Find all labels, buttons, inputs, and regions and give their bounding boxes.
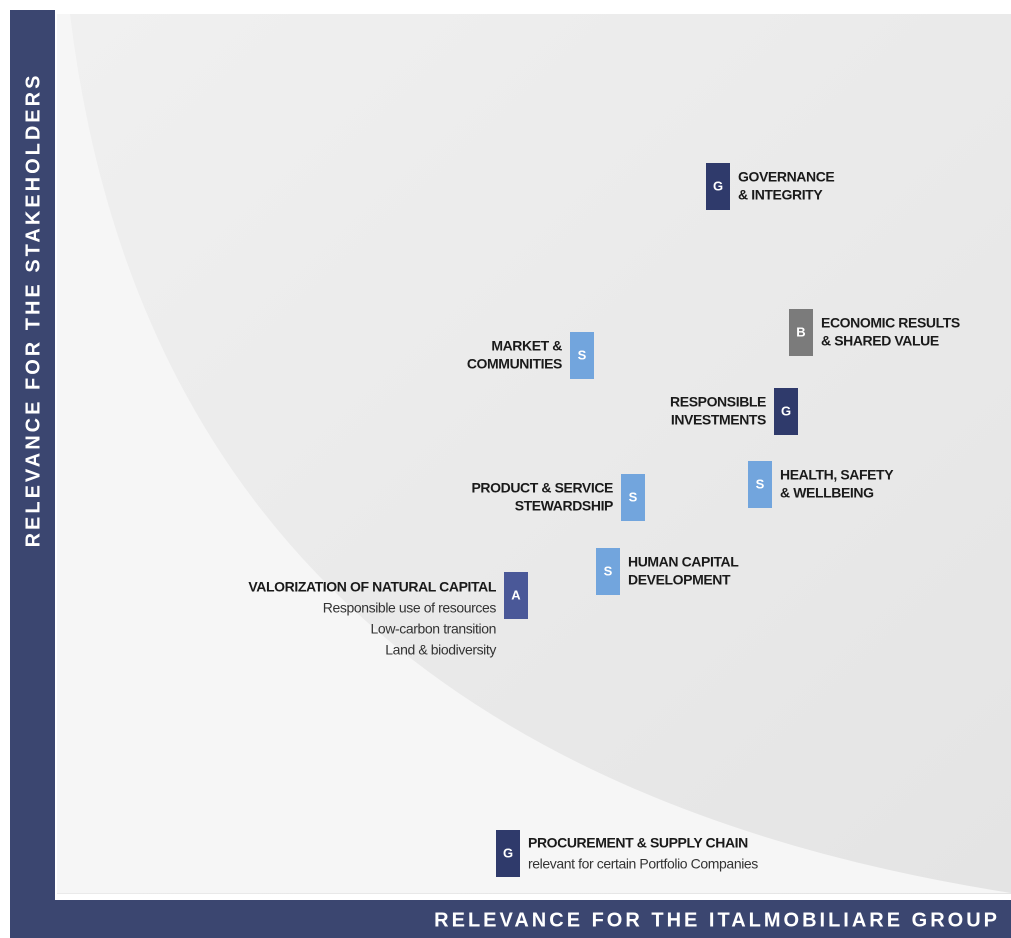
badge	[596, 548, 620, 595]
item-label: & INTEGRITY	[738, 187, 823, 203]
item-label: VALORIZATION OF NATURAL CAPITAL	[248, 579, 496, 595]
item-subline: relevant for certain Portfolio Companies	[528, 856, 758, 872]
y-axis-bar	[10, 10, 55, 938]
badge	[621, 474, 645, 521]
item-label: & WELLBEING	[780, 485, 874, 501]
item-subline: Low-carbon transition	[371, 621, 496, 637]
item-label: GOVERNANCE	[738, 169, 834, 185]
badge-letter: G	[781, 403, 791, 418]
item-subline: Responsible use of resources	[323, 600, 497, 616]
badge	[570, 332, 594, 379]
badge-letter: S	[756, 476, 765, 491]
low-relevance-zone	[57, 14, 1011, 893]
item-label: MARKET &	[491, 338, 562, 354]
badge-letter: G	[503, 845, 513, 860]
item-label: INVESTMENTS	[671, 412, 766, 428]
item-label: DEVELOPMENT	[628, 572, 731, 588]
badge	[774, 388, 798, 435]
badge-letter: B	[796, 324, 805, 339]
y-axis-label: RELEVANCE FOR THE STAKEHOLDERS	[22, 73, 44, 548]
badge	[789, 309, 813, 356]
item-label: HUMAN CAPITAL	[628, 554, 739, 570]
item-label: COMMUNITIES	[467, 356, 562, 372]
item-label: PROCUREMENT & SUPPLY CHAIN	[528, 835, 748, 851]
badge-letter: S	[578, 347, 587, 362]
item-subline: Land & biodiversity	[385, 642, 496, 658]
badge	[504, 572, 528, 619]
item-label: & SHARED VALUE	[821, 333, 939, 349]
badge-letter: G	[713, 178, 723, 193]
badge-letter: A	[511, 587, 521, 602]
badge-letter: S	[604, 563, 613, 578]
item-label: STEWARDSHIP	[515, 498, 613, 514]
item-label: RESPONSIBLE	[670, 394, 766, 410]
x-axis-label: RELEVANCE FOR THE ITALMOBILIARE GROUP	[434, 909, 1000, 931]
badge-letter: S	[629, 489, 638, 504]
item-label: HEALTH, SAFETY	[780, 467, 894, 483]
badge	[748, 461, 772, 508]
item-label: ECONOMIC RESULTS	[821, 315, 960, 331]
badge	[706, 163, 730, 210]
badge	[496, 830, 520, 877]
x-axis-bar	[10, 900, 1011, 938]
item-label: PRODUCT & SERVICE	[471, 480, 613, 496]
